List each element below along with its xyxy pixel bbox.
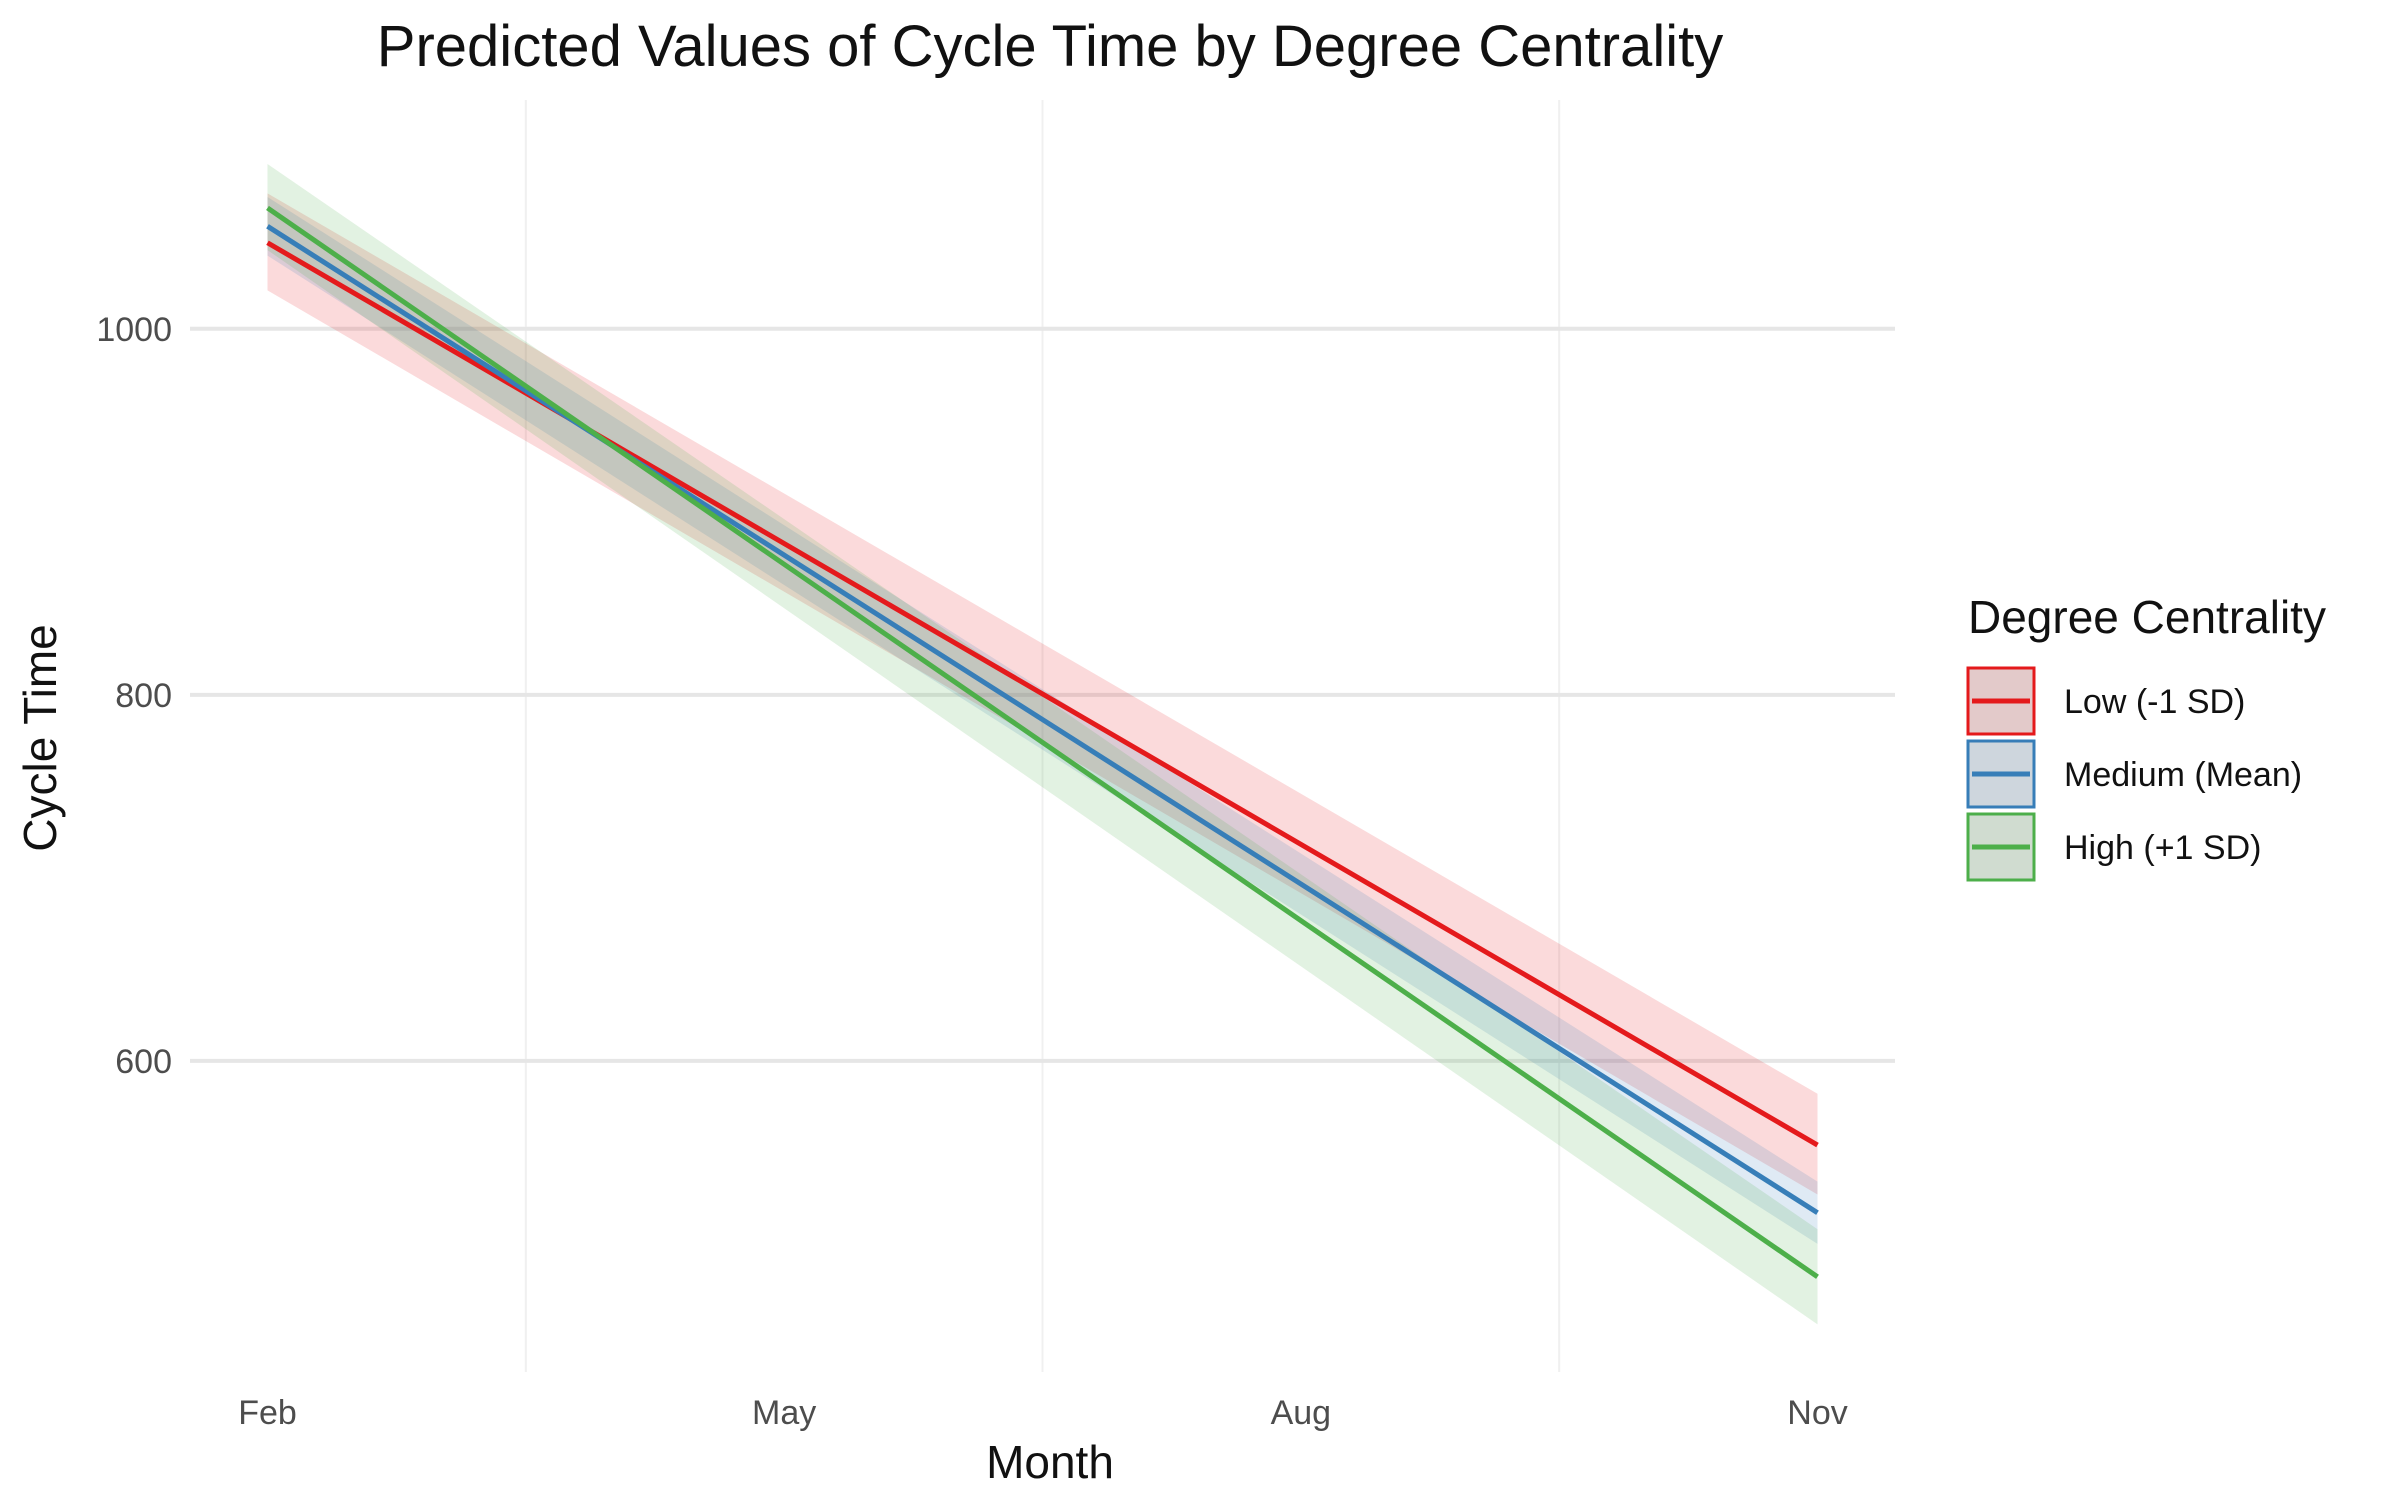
x-tick-label: Feb: [238, 1394, 297, 1432]
series-line: [266, 205, 1819, 1279]
x-tick-label: Nov: [1787, 1394, 1847, 1432]
legend-label: Medium (Mean): [2064, 756, 2302, 794]
x-tick-label: May: [752, 1394, 816, 1432]
legend-label: High (+1 SD): [2064, 829, 2261, 867]
y-tick-label: 800: [115, 677, 172, 715]
legend-item: High (+1 SD): [1966, 812, 2261, 882]
chart-title: Predicted Values of Cycle Time by Degree…: [377, 14, 1723, 79]
legend-items: Low (-1 SD) Medium (Mean) High (+1 SD): [1966, 666, 2302, 882]
x-axis-title: Month: [986, 1436, 1114, 1488]
y-tick-label: 600: [115, 1043, 172, 1081]
series-line: [266, 224, 1819, 1215]
legend-title: Degree Centrality: [1968, 591, 2326, 643]
legend-item: Medium (Mean): [1966, 739, 2302, 809]
y-axis-title: Cycle Time: [14, 624, 66, 851]
tick-labels: Feb May Aug Nov 600 800 1000: [96, 311, 1847, 1432]
y-tick-label: 1000: [96, 311, 172, 349]
legend: Degree Centrality Low (-1 SD) Medium (Mea…: [1966, 591, 2326, 882]
x-tick-label: Aug: [1271, 1394, 1332, 1432]
series-lines: [266, 205, 1819, 1279]
legend-label: Low (-1 SD): [2064, 683, 2245, 721]
legend-item: Low (-1 SD): [1966, 666, 2245, 736]
